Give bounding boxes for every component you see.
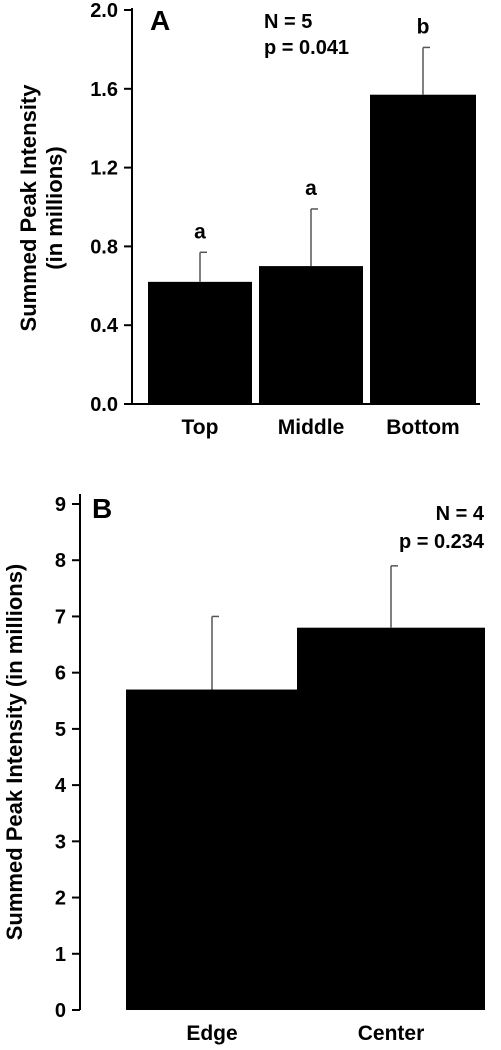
panel-a-bar [259, 266, 363, 404]
panel-a-letter: A [150, 5, 170, 36]
panel-a-group-label: a [305, 177, 317, 200]
panel-a-category-label: Bottom [386, 416, 459, 439]
panel-a-bar [148, 281, 252, 404]
panel-a-y-axis-label: Summed Peak Intensity (in millions) [16, 84, 67, 332]
panel-b-ytick-label: 3 [55, 831, 66, 853]
panel-b-ytick-label: 6 [55, 663, 66, 685]
panel-a-bar [370, 94, 476, 405]
panel-b-ytick-label: 8 [55, 550, 66, 572]
panel-a-y-label-line2: (in millions) [42, 146, 67, 269]
panel-b-category-label: Edge [186, 1022, 237, 1045]
panel-a-ytick-label: 0.0 [90, 394, 118, 416]
panel-a-category-label: Top [182, 416, 219, 439]
panel-b-y-axis-label: Summed Peak Intensity (in millions) [2, 564, 27, 941]
panel-b-annotation-n: N = 4 [436, 503, 485, 525]
panel-a-ytick-label: 1.6 [90, 79, 118, 101]
panel-b-ytick-label: 0 [55, 1000, 66, 1022]
panel-b-ytick-label: 4 [55, 775, 67, 797]
panel-a-ytick-label: 0.8 [90, 236, 118, 258]
panel-a-ytick-label: 2.0 [90, 0, 118, 22]
panel-a-ytick-label: 0.4 [90, 315, 119, 337]
panel-a-ytick-label: 1.2 [90, 158, 118, 180]
panel-a-chart: A 0.00.40.81.21.62.0 TopaMiddleaBottomb … [16, 0, 480, 439]
panel-a-y-label-line1: Summed Peak Intensity [16, 84, 41, 332]
panel-b-ytick-label: 1 [55, 944, 66, 966]
panel-b-chart: B 0 1 2 3 4 5 6 7 8 9 Edge Center Summed Peak Inte… [2, 493, 485, 1045]
panel-b-ytick-label: 7 [55, 606, 66, 628]
panel-b-bar [126, 689, 298, 1010]
panel-b-bar [297, 627, 485, 1010]
panel-b-category-label: Center [358, 1022, 425, 1045]
panel-a-annotation-n: N = 5 [264, 11, 312, 33]
panel-a-group-label: a [194, 220, 206, 243]
panel-b-y-label: Summed Peak Intensity (in millions) [2, 564, 27, 941]
panel-b-ytick-label: 5 [55, 719, 66, 741]
panel-b-ytick-label: 2 [55, 888, 66, 910]
panel-b-annotation-p: p = 0.234 [399, 531, 485, 553]
panel-b-letter: B [92, 493, 112, 524]
panel-b-ytick-label: 9 [55, 494, 66, 516]
panel-a-group-label: b [417, 15, 430, 38]
panel-a-annotation-p: p = 0.041 [264, 37, 349, 59]
panel-a-category-label: Middle [278, 416, 345, 439]
